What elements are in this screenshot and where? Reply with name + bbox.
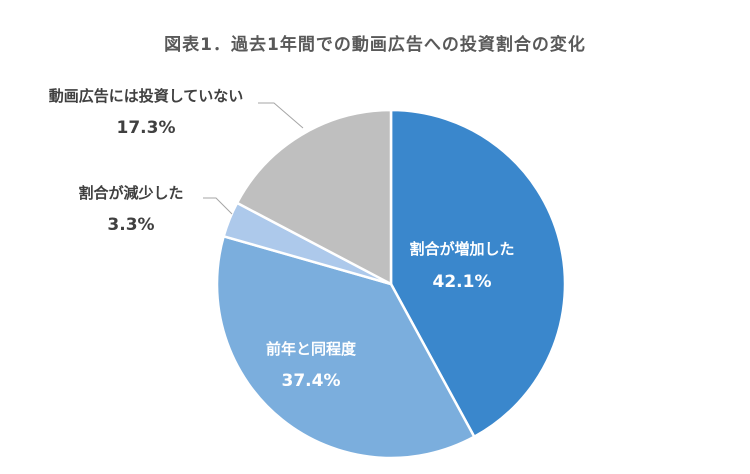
slice-value-none: 17.3%: [117, 118, 176, 138]
slice-value-increase: 42.1%: [433, 272, 492, 292]
pie-slices: [215, 108, 567, 460]
slice-value-same: 37.4%: [282, 371, 341, 391]
slice-value-decrease: 3.3%: [107, 215, 154, 235]
slice-label-increase: 割合が増加した: [409, 240, 514, 258]
chart-title: 図表1．過去1年間での動画広告への投資割合の変化: [164, 35, 586, 55]
slice-none: [235, 108, 393, 286]
leader-line-decrease: [203, 197, 233, 215]
leader-line-none: [258, 102, 304, 129]
slice-label-same: 前年と同程度: [266, 340, 357, 358]
slice-label-decrease: 割合が減少した: [78, 184, 183, 202]
leader-lines: [203, 102, 304, 215]
slice-increase: [389, 108, 567, 439]
slice-label-none: 動画広告には投資していない: [49, 87, 244, 105]
slice-same: [215, 235, 476, 460]
